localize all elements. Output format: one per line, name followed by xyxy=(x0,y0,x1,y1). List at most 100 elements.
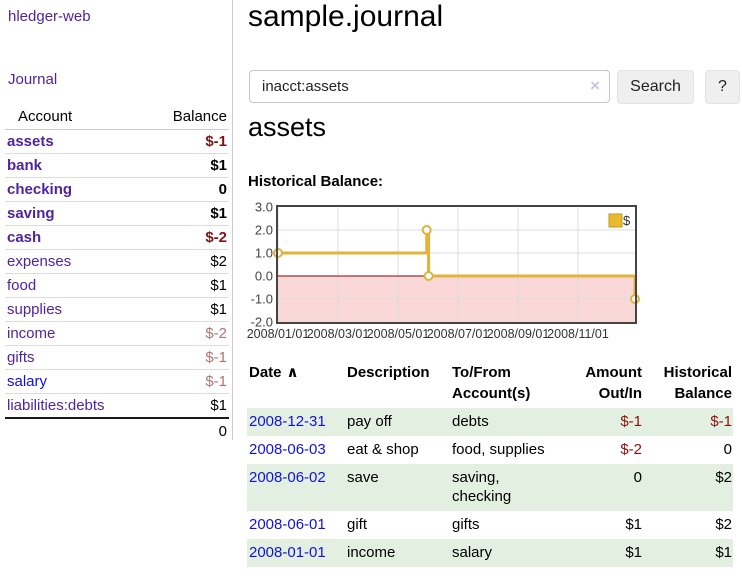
register-date-cell: 2008-06-01 xyxy=(247,511,345,539)
y-axis-tick-label: -2.0 xyxy=(251,315,273,330)
accounts-header-balance: Balance xyxy=(138,104,229,130)
register-date-cell: 2008-06-02 xyxy=(247,464,345,511)
register-header-balance: Historical Balance xyxy=(663,364,732,402)
account-balance: $-1 xyxy=(138,345,229,370)
account-link[interactable]: food xyxy=(7,277,37,294)
register-description-cell: eat & shop xyxy=(347,441,419,458)
x-axis-tick-label: 2008/05/01 xyxy=(367,327,430,341)
account-balance: $-2 xyxy=(138,225,229,250)
y-axis-tick-label: 2.0 xyxy=(255,223,273,238)
account-row: cash $-2 xyxy=(5,225,229,250)
search-button[interactable]: Search xyxy=(617,70,694,104)
x-axis-tick-label: 2008/01/01 xyxy=(247,327,309,341)
account-link[interactable]: cash xyxy=(7,229,42,246)
account-balance: $1 xyxy=(138,201,229,226)
account-link[interactable]: salary xyxy=(7,373,48,390)
register-row: 2008-06-01 gift gifts $1 $2 xyxy=(247,511,733,539)
accounts-header-account: Account xyxy=(5,104,139,130)
legend-label: $ xyxy=(623,213,631,228)
app-title-link[interactable]: hledger-web xyxy=(8,8,91,25)
account-balance: $-1 xyxy=(138,129,229,154)
clear-search-icon[interactable]: × xyxy=(590,76,600,95)
account-balance: $-2 xyxy=(138,321,229,346)
search-input[interactable] xyxy=(249,70,610,103)
account-link[interactable]: expenses xyxy=(7,253,72,270)
register-row: 2008-06-03 eat & shop food, supplies $-2 0 xyxy=(247,436,733,464)
register-header-date[interactable]: Date ∧ xyxy=(249,364,299,381)
account-link[interactable]: saving xyxy=(7,205,55,222)
account-balance: $1 xyxy=(138,297,229,322)
accounts-total-balance: 0 xyxy=(138,417,229,444)
sidebar-item-journal[interactable]: Journal xyxy=(8,71,58,88)
account-balance: $-1 xyxy=(138,369,229,394)
sort-ascending-icon: ∧ xyxy=(286,364,299,381)
register-balance-cell: $1 xyxy=(643,539,733,567)
y-axis-tick-label: -1.0 xyxy=(251,292,273,307)
help-button[interactable]: ? xyxy=(705,70,740,104)
register-accounts-cell: gifts xyxy=(452,516,480,533)
register-amount-cell: $1 xyxy=(625,516,642,533)
account-balance: $1 xyxy=(138,273,229,298)
page-title: sample.journal xyxy=(248,0,444,33)
account-row: income $-2 xyxy=(5,321,229,346)
account-link[interactable]: bank xyxy=(7,157,43,174)
register-row: 2008-06-02 save saving, checking 0 $2 xyxy=(247,464,733,511)
transaction-date-link[interactable]: 2008-12-31 xyxy=(249,413,326,430)
account-link[interactable]: assets xyxy=(7,133,54,150)
register-table: Date ∧ Description To/From Account(s) Amount O… xyxy=(247,360,733,567)
register-description-cell: gift xyxy=(347,516,368,533)
register-date-cell: 2008-01-01 xyxy=(247,539,345,567)
register-header-description: Description xyxy=(347,364,430,381)
transaction-date-link[interactable]: 2008-06-02 xyxy=(249,469,326,486)
plot-border xyxy=(276,205,637,324)
transaction-date-link[interactable]: 2008-06-03 xyxy=(249,441,326,458)
account-row: expenses $2 xyxy=(5,249,229,274)
account-balance: 0 xyxy=(138,177,229,202)
search-form: × Search ? xyxy=(249,70,741,104)
y-axis-tick-label: 0.0 xyxy=(255,269,273,284)
account-link[interactable]: supplies xyxy=(7,301,63,318)
x-axis-tick-label: 2008/09/01 xyxy=(487,327,550,341)
register-date-cell: 2008-12-31 xyxy=(247,408,345,436)
y-axis-tick-label: 1.0 xyxy=(255,246,273,261)
account-row: food $1 xyxy=(5,273,229,298)
account-row: supplies $1 xyxy=(5,297,229,322)
register-description-cell: save xyxy=(345,464,450,511)
account-heading: assets xyxy=(248,112,327,142)
register-header-row: Date ∧ Description To/From Account(s) Amount O… xyxy=(247,360,733,408)
x-axis-tick-label: 2008/07/01 xyxy=(427,327,490,341)
account-row: saving $1 xyxy=(5,201,229,226)
accounts-table: Account Balance assets $-1 bank $1 checking 0… xyxy=(5,104,229,444)
data-point-marker xyxy=(421,225,432,235)
transaction-date-link[interactable]: 2008-01-01 xyxy=(249,544,326,561)
register-description-cell: income xyxy=(345,539,450,567)
account-balance: $2 xyxy=(138,249,229,274)
accounts-header-row: Account Balance xyxy=(5,104,229,130)
account-row: liabilities:debts $1 xyxy=(5,393,229,419)
account-row: gifts $-1 xyxy=(5,345,229,370)
register-balance-cell: $-1 xyxy=(643,408,733,436)
account-row: bank $1 xyxy=(5,153,229,178)
register-accounts-cell: saving, checking xyxy=(450,464,565,511)
search-box: × xyxy=(249,70,610,104)
register-balance-cell: 0 xyxy=(723,441,732,458)
x-axis-tick-label: 2008/03/01 xyxy=(307,327,370,341)
register-row: 2008-12-31 pay off debts $-1 $-1 xyxy=(247,408,733,436)
y-axis-tick-label: 3.0 xyxy=(255,200,273,215)
account-link[interactable]: liabilities:debts xyxy=(7,397,105,414)
account-link[interactable]: gifts xyxy=(7,349,35,366)
register-date-cell: 2008-06-03 xyxy=(247,436,345,464)
register-description-cell: pay off xyxy=(345,408,450,436)
sidebar: hledger-web Journal Account Balance asse… xyxy=(0,0,233,444)
accounts-total-row: 0 xyxy=(5,417,229,444)
register-amount-cell: 0 xyxy=(565,464,643,511)
account-balance: $1 xyxy=(138,153,229,178)
register-amount-cell: $-2 xyxy=(620,441,642,458)
account-link[interactable]: checking xyxy=(7,181,73,198)
account-row: salary $-1 xyxy=(5,369,229,394)
legend-swatch xyxy=(608,213,623,228)
balance-chart-svg: 3.0 2.0 1.0 0.0 -1.0 -2.0 $2008/01/012008/03/0… xyxy=(247,200,640,341)
account-link[interactable]: income xyxy=(7,325,56,342)
transaction-date-link[interactable]: 2008-06-01 xyxy=(249,516,326,533)
account-row: assets $-1 xyxy=(5,129,229,154)
